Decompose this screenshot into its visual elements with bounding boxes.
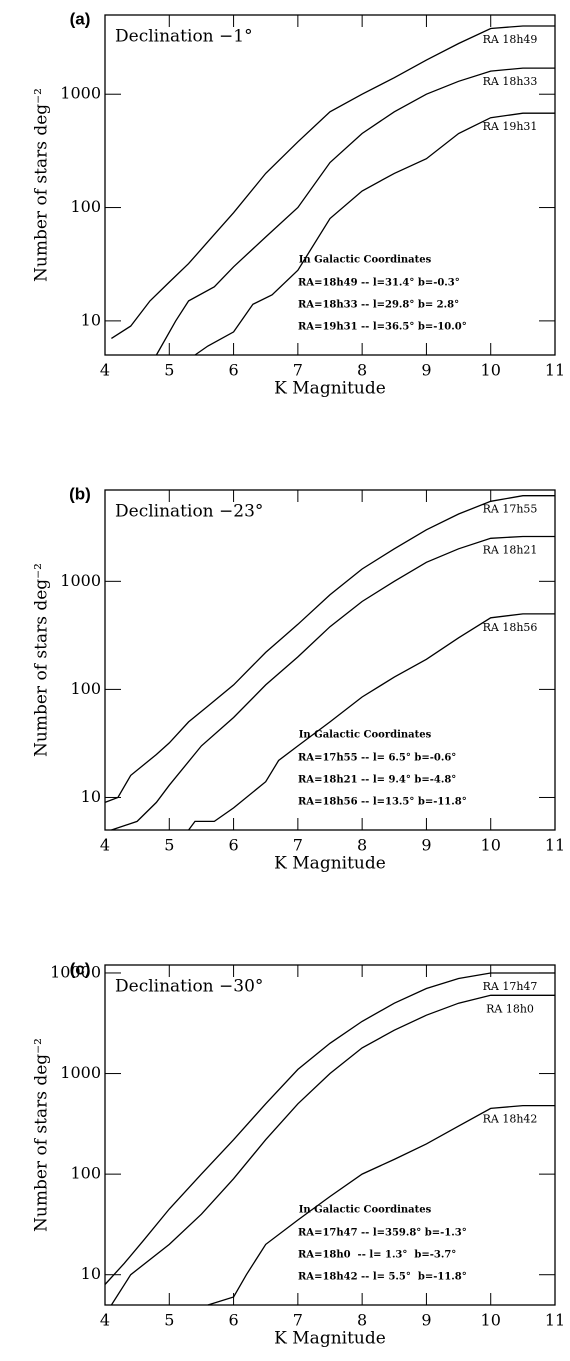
series-line [111,25,555,339]
series-label: RA 18h42 [483,1113,538,1126]
y-tick-label: 1000 [60,1063,101,1082]
y-tick-label: 10 [81,1264,101,1283]
series-label: RA 18h33 [483,75,538,88]
x-axis-label: K Magnitude [274,1329,386,1349]
y-tick-label: 100 [70,1164,101,1183]
annotation-title: In Galactic Coordinates [299,1205,432,1216]
annotation: RA=18h21 -- l= 9.4° b=-4.8° [298,775,456,786]
series-label: RA 18h49 [483,33,538,46]
x-tick-label: 6 [228,361,238,380]
plot-frame [104,14,556,356]
x-tick-label: 8 [357,361,367,380]
series-line [188,613,555,831]
series-line [155,67,555,356]
annotation: RA=18h33 -- l=29.8° b= 2.8° [298,300,459,311]
annotation-title: In Galactic Coordinates [299,255,432,266]
annotation: RA=18h42 -- l= 5.5° b=-11.8° [298,1272,467,1283]
x-tick-label: 9 [421,1311,431,1330]
y-tick-label: 10 [81,310,101,329]
x-tick-label: 7 [293,1311,303,1330]
x-tick-label: 10 [481,836,501,855]
y-axis-label: Number of stars deg⁻² [32,563,52,757]
x-axis-label: K Magnitude [274,379,386,399]
panel-title: Declination −23° [115,502,263,522]
x-tick-label: 7 [293,836,303,855]
panel-title: Declination −1° [115,27,253,47]
panel-title: Declination −30° [115,977,263,997]
y-tick-label: 100 [70,197,101,216]
x-axis-label: K Magnitude [274,854,386,874]
x-tick-label: 9 [421,836,431,855]
x-tick-label: 4 [100,836,110,855]
y-tick-label: 1000 [60,571,101,590]
x-tick-label: 10 [481,361,501,380]
annotation: RA=19h31 -- l=36.5° b=-10.0° [298,322,467,333]
x-tick-label: 4 [100,361,110,380]
x-tick-label: 11 [545,1311,565,1330]
x-tick-label: 5 [164,836,174,855]
annotation-title: In Galactic Coordinates [299,730,432,741]
x-tick-label: 6 [228,836,238,855]
series-label: RA 19h31 [483,120,538,133]
annotation: RA=18h56 -- l=13.5° b=-11.8° [298,797,467,808]
y-tick-label: 100 [70,679,101,698]
panel-label: (c) [70,959,91,978]
panel-label: (a) [70,9,91,28]
annotation: RA=17h55 -- l= 6.5° b=-0.6° [298,753,456,764]
series-line [110,994,555,1306]
x-tick-label: 10 [481,1311,501,1330]
x-tick-label: 5 [164,361,174,380]
series-line [111,535,555,831]
series-label: RA 18h0 [486,1002,534,1015]
x-tick-label: 6 [228,1311,238,1330]
x-tick-label: 11 [545,836,565,855]
annotation: RA=17h47 -- l=359.8° b=-1.3° [298,1228,467,1239]
plot-frame [104,489,556,831]
y-axis-label: Number of stars deg⁻² [32,88,52,282]
y-axis-label: Number of stars deg⁻² [32,1038,52,1232]
y-tick-label: 10 [81,787,101,806]
y-tick-label: 10000 [50,962,101,981]
x-tick-label: 11 [545,361,565,380]
x-tick-label: 8 [357,1311,367,1330]
y-tick-label: 1000 [60,84,101,103]
series-label: RA 17h47 [483,980,538,993]
annotation: RA=18h49 -- l=31.4° b=-0.3° [298,278,460,289]
x-tick-label: 8 [357,836,367,855]
x-tick-label: 4 [100,1311,110,1330]
series-line [104,495,555,804]
panel-label: (b) [69,484,91,503]
series-label: RA 18h56 [483,621,538,634]
annotation: RA=18h0 -- l= 1.3° b=-3.7° [298,1250,456,1261]
series-label: RA 18h21 [483,543,538,556]
series-line [207,1104,555,1306]
series-label: RA 17h55 [483,503,538,516]
x-tick-label: 5 [164,1311,174,1330]
series-line [194,112,555,356]
series-line [104,972,555,1285]
plot-frame [104,964,556,1306]
x-tick-label: 9 [421,361,431,380]
x-tick-label: 7 [293,361,303,380]
